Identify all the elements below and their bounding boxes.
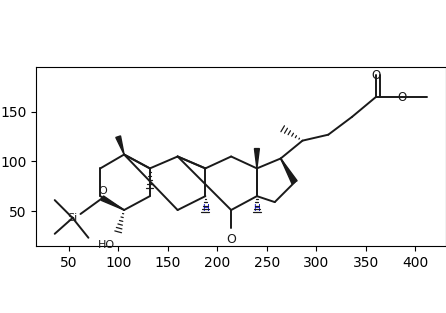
Text: O: O [397, 90, 406, 104]
Text: H: H [202, 204, 209, 213]
Text: H: H [253, 204, 260, 213]
Text: O: O [371, 69, 380, 82]
Text: O: O [98, 186, 107, 196]
Polygon shape [101, 196, 124, 210]
Polygon shape [281, 158, 297, 184]
Text: O: O [226, 233, 236, 246]
Text: HO: HO [98, 240, 115, 250]
Polygon shape [116, 136, 124, 155]
Polygon shape [254, 149, 260, 168]
Text: Si: Si [67, 213, 78, 223]
